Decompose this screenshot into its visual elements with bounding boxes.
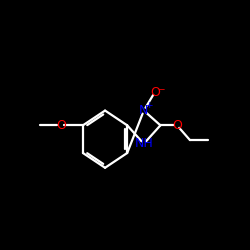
Text: O: O — [56, 119, 66, 132]
Text: NH: NH — [134, 137, 153, 150]
Text: O: O — [150, 86, 160, 98]
Text: O: O — [172, 119, 182, 132]
Text: +: + — [145, 102, 152, 110]
Text: −: − — [157, 84, 164, 93]
Text: N: N — [139, 104, 148, 117]
